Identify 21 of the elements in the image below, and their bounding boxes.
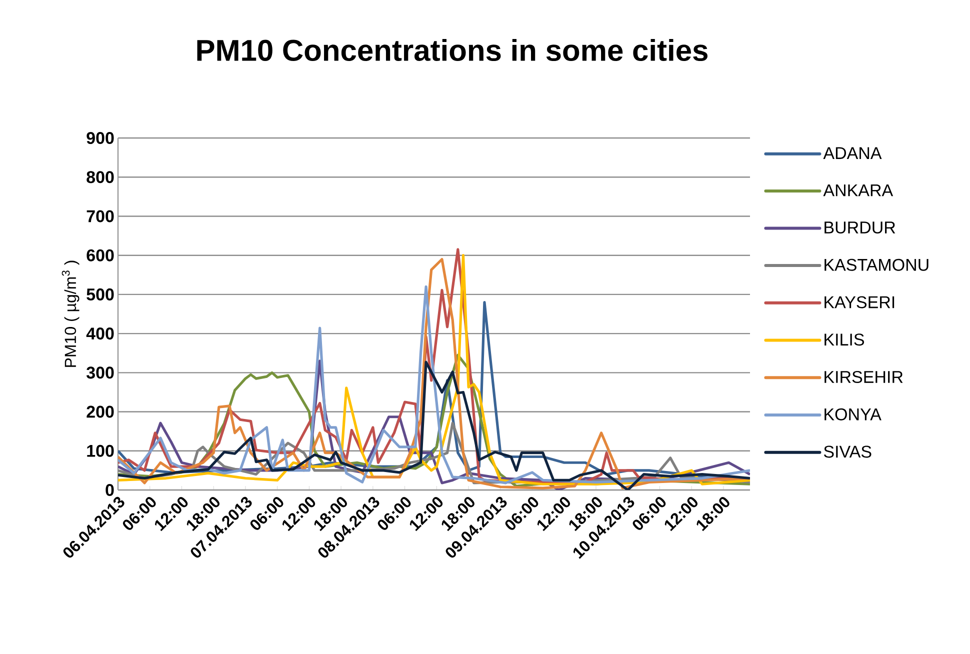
y-tick-label: 800	[86, 171, 114, 184]
legend-label: KAYSERI	[824, 296, 894, 308]
chart-title: PM10 Concentrations in some cities	[197, 38, 708, 62]
legend-label: KONYA	[824, 408, 882, 420]
legend-label: BURDUR	[824, 222, 896, 234]
legend-label: KIRSEHIR	[824, 370, 903, 383]
legend-label: SIVAS	[824, 446, 872, 458]
y-tick-label: 400	[86, 328, 114, 340]
y-tick-label: 200	[86, 406, 114, 418]
y-tick-label: 600	[86, 249, 114, 262]
y-tick-label: 900	[86, 132, 114, 144]
legend-label: ANKARA	[823, 184, 894, 196]
legend-label: KASTAMONU	[824, 258, 928, 271]
y-tick-label: 700	[86, 210, 114, 222]
y-tick-label: 500	[86, 288, 114, 300]
legend-label: KILIS	[824, 334, 864, 346]
legend-label: ADANA	[823, 147, 882, 159]
y-tick-label: 300	[86, 366, 114, 379]
y-tick-label: 0	[106, 484, 114, 496]
y-axis-title: PM10 ( µg/m$^{3}$ )	[62, 260, 80, 367]
y-tick-label: 100	[87, 444, 114, 457]
